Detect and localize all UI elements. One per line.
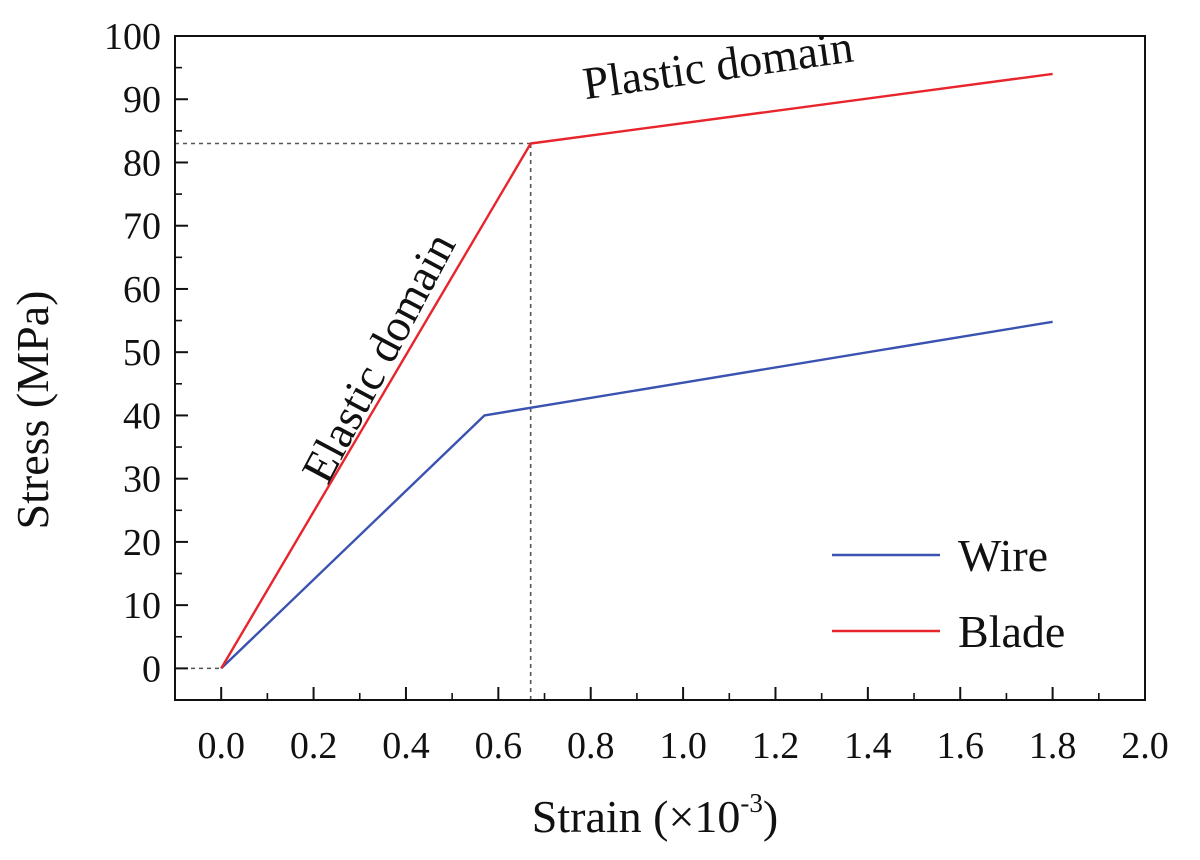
legend-label: Blade <box>958 606 1065 657</box>
annotations: Elastic domain Plastic domain <box>291 21 856 491</box>
y-axis-title: Stress (MPa) <box>7 291 58 530</box>
y-axis-ticks: 0 10 20 30 40 50 60 70 80 90 100 <box>104 16 188 690</box>
series-line-wire <box>220 320 1053 670</box>
series-lines <box>220 72 1053 670</box>
x-tick-label: 1.0 <box>659 725 707 767</box>
x-tick-label: 1.6 <box>936 725 984 767</box>
y-tick-label: 50 <box>123 332 161 374</box>
x-tick-label: 0.0 <box>197 725 245 767</box>
y-tick-label: 80 <box>123 142 161 184</box>
annotation-label: Elastic domain <box>291 224 465 490</box>
x-tick-label: 1.8 <box>1029 725 1077 767</box>
legend: Wire Blade <box>832 530 1065 657</box>
reference-lines <box>175 142 532 700</box>
y-tick-label: 100 <box>104 16 161 58</box>
x-axis-title: Strain (×10-3) <box>532 788 778 842</box>
x-tick-label: 2.0 <box>1121 725 1169 767</box>
y-tick-label: 0 <box>142 648 161 690</box>
legend-label: Wire <box>958 530 1048 581</box>
y-tick-label: 90 <box>123 79 161 121</box>
y-tick-label: 30 <box>123 459 161 501</box>
x-tick-label: 0.4 <box>382 725 430 767</box>
y-tick-label: 70 <box>123 206 161 248</box>
series-line-blade <box>220 72 1053 670</box>
y-tick-label: 40 <box>123 395 161 437</box>
x-tick-label: 0.2 <box>290 725 338 767</box>
x-tick-label: 1.4 <box>844 725 892 767</box>
y-tick-label: 20 <box>123 522 161 564</box>
y-tick-label: 10 <box>123 585 161 627</box>
x-tick-label: 0.6 <box>475 725 523 767</box>
plot-frame <box>174 35 1146 701</box>
x-tick-label: 1.2 <box>752 725 800 767</box>
annotation-label: Plastic domain <box>580 21 857 109</box>
y-tick-label: 60 <box>123 269 161 311</box>
x-tick-label: 0.8 <box>567 725 615 767</box>
x-axis-ticks: 0.0 0.2 0.4 0.6 0.8 1.0 1.2 1.4 1.6 1.8 2.0 <box>197 687 1169 767</box>
